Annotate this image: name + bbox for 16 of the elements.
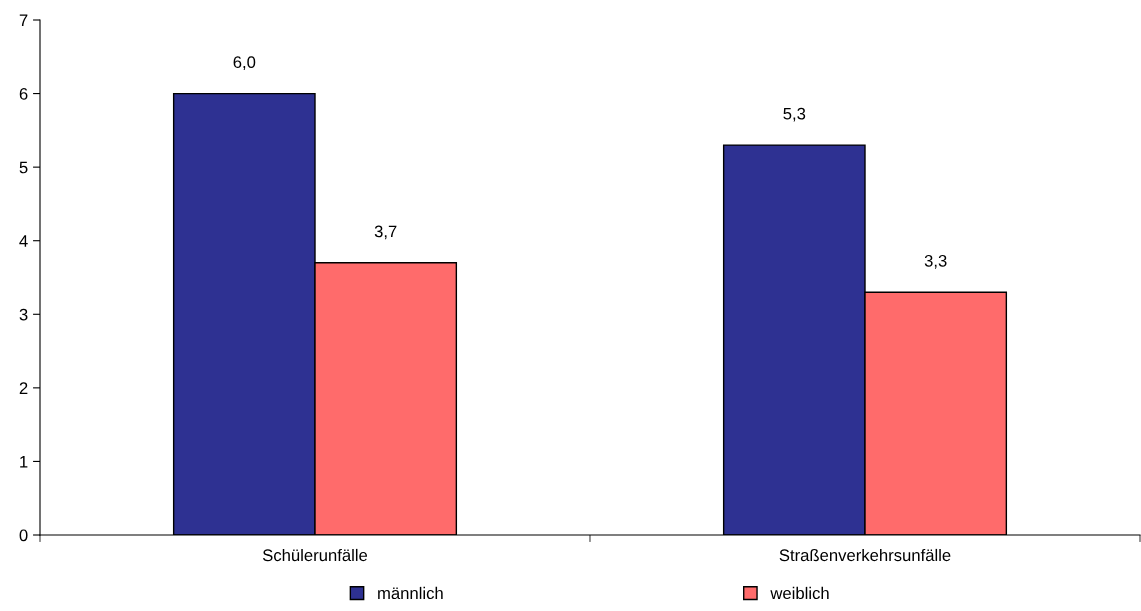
x-tick-label: Straßenverkehrsunfälle <box>779 548 951 562</box>
data-label: 3,3 <box>924 254 947 269</box>
y-tick-label: 1 <box>20 456 28 468</box>
data-label: 6,0 <box>233 56 256 71</box>
y-tick-label: 2 <box>19 382 28 394</box>
data-label: 5,3 <box>783 107 806 122</box>
x-tick-label: Schülerunfälle <box>262 548 368 562</box>
y-tick-label: 3 <box>19 308 28 321</box>
y-tick-label: 6 <box>19 87 28 100</box>
legend-label: männlich <box>378 586 443 600</box>
legend-label: weiblich <box>770 586 829 600</box>
y-tick-label: 7 <box>19 14 28 27</box>
data-label: 3,7 <box>374 225 397 240</box>
y-tick-label: 4 <box>19 235 28 247</box>
y-tick-label: 5 <box>19 161 28 174</box>
y-tick-label: 0 <box>19 529 28 542</box>
